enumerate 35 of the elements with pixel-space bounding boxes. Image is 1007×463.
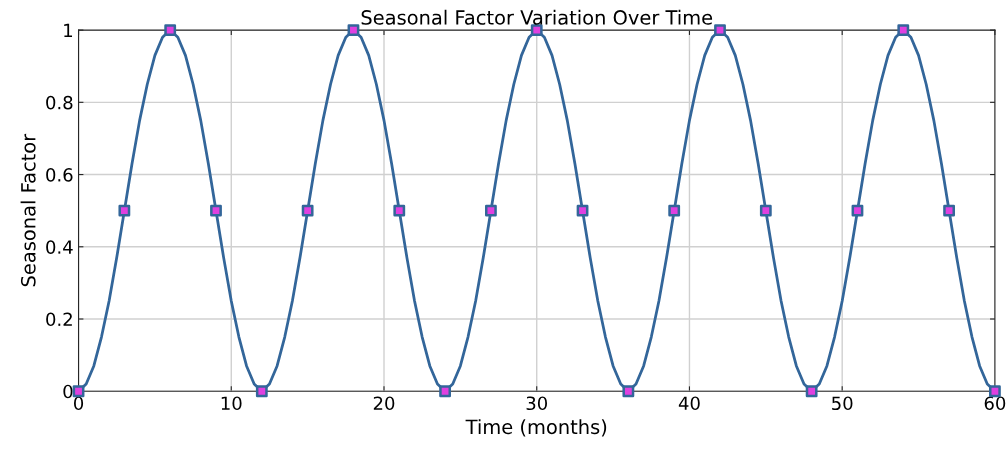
point bbox=[714, 24, 726, 36]
x-axis-title: Time (months) bbox=[465, 419, 607, 437]
chart-title: Seasonal Factor Variation Over Time bbox=[361, 9, 713, 25]
y-tick-label: 1 bbox=[64, 23, 73, 37]
x-tick-label: 50 bbox=[832, 396, 853, 411]
y-tick-label: 0.6 bbox=[46, 168, 73, 182]
point bbox=[668, 204, 681, 217]
x-tick-label: 10 bbox=[221, 396, 242, 411]
point bbox=[393, 204, 406, 217]
y-axis-title: Seasonal Factor bbox=[20, 133, 36, 287]
point bbox=[118, 204, 131, 217]
point bbox=[255, 385, 268, 398]
point bbox=[485, 204, 497, 217]
y-tick-label: 0.2 bbox=[46, 312, 72, 327]
point bbox=[943, 204, 956, 217]
point bbox=[576, 204, 589, 217]
point bbox=[439, 385, 451, 398]
point bbox=[347, 24, 360, 36]
y-tick-label: 0 bbox=[63, 384, 73, 399]
point bbox=[897, 24, 910, 36]
point bbox=[530, 24, 543, 36]
y-tick-label: 0.4 bbox=[46, 240, 73, 254]
x-tick-label: 20 bbox=[373, 396, 395, 411]
x-tick-label: 30 bbox=[526, 396, 548, 411]
y-tick-label: 0.8 bbox=[46, 95, 73, 110]
point bbox=[622, 385, 635, 398]
x-tick-label: 60 bbox=[984, 396, 1006, 411]
point bbox=[301, 204, 314, 217]
point bbox=[805, 385, 818, 398]
point bbox=[164, 24, 177, 36]
point bbox=[759, 204, 772, 217]
x-tick-label: 40 bbox=[678, 396, 700, 411]
x-tick-label: 0 bbox=[73, 396, 84, 411]
point bbox=[851, 204, 864, 217]
point bbox=[210, 204, 222, 217]
